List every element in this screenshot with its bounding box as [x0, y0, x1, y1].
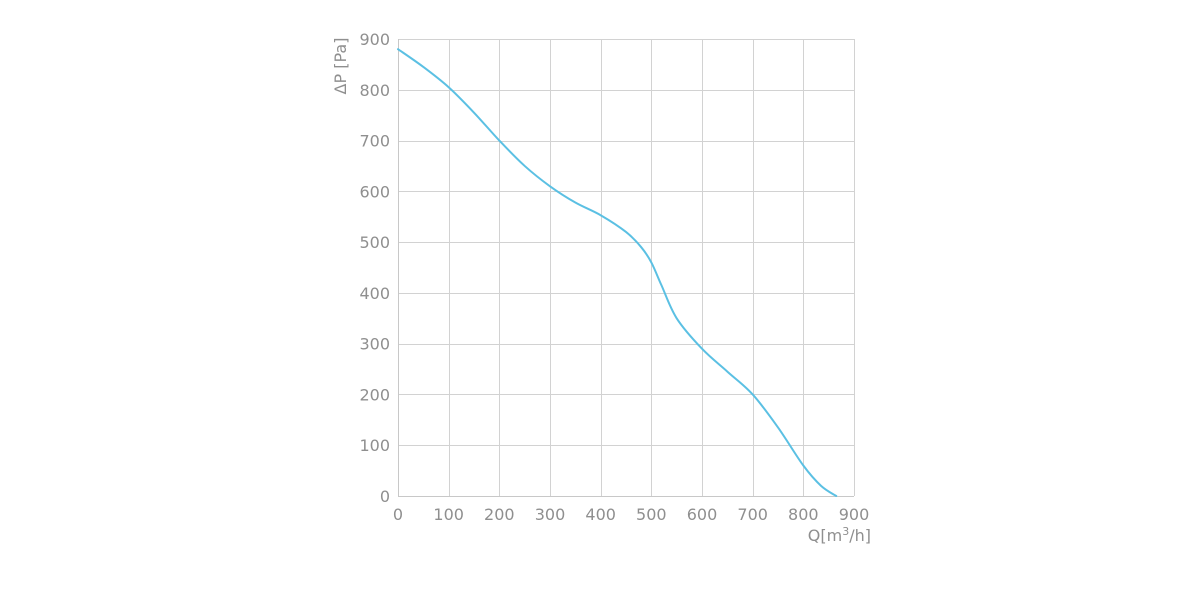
x-tick-label: 0	[393, 505, 403, 524]
y-tick-label: 900	[359, 30, 390, 49]
grid	[398, 39, 855, 496]
series	[397, 48, 838, 497]
x-tick-label: 700	[737, 505, 768, 524]
series-line	[397, 48, 838, 497]
x-tick-label: 500	[636, 505, 667, 524]
axes	[398, 39, 854, 497]
y-tick-label: 800	[359, 81, 390, 100]
x-tick-label: 300	[535, 505, 566, 524]
y-tick-label: 300	[359, 335, 390, 354]
y-tick-label: 100	[359, 436, 390, 455]
tick-labels: 0 100 200 300 400 500 600 700 800 900 0 100 200 300 40…	[359, 30, 869, 524]
y-tick-label: 700	[359, 132, 390, 151]
y-tick-label: 400	[359, 284, 390, 303]
x-tick-label: 600	[687, 505, 718, 524]
x-tick-label: 200	[484, 505, 515, 524]
y-axis-label: ΔP [Pa]	[331, 38, 350, 95]
x-tick-label: 100	[433, 505, 464, 524]
x-tick-label: 900	[839, 505, 870, 524]
y-tick-label: 200	[359, 385, 390, 404]
y-tick-label: 500	[359, 233, 390, 252]
x-tick-label: 400	[585, 505, 616, 524]
x-axis-label: Q[m3/h]	[808, 525, 871, 545]
y-tick-label: 0	[380, 487, 390, 506]
x-tick-label: 800	[788, 505, 819, 524]
y-tick-label: 600	[359, 182, 390, 201]
